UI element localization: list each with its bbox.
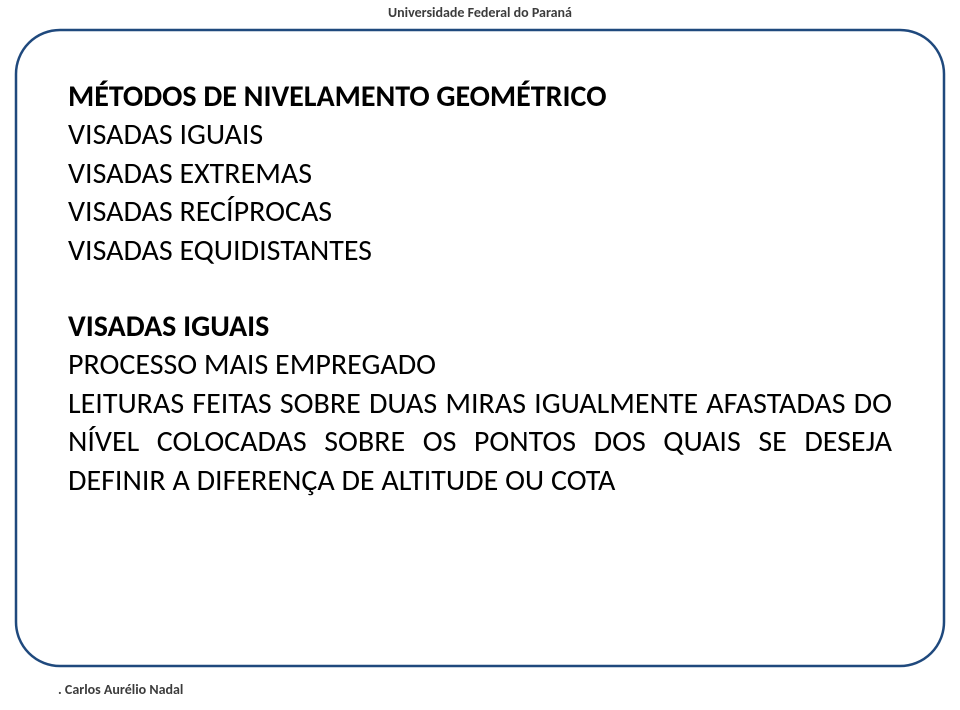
slide-title: MÉTODOS DE NIVELAMENTO GEOMÉTRICO <box>68 78 892 116</box>
list-item-2: VISADAS EXTREMAS <box>68 155 892 193</box>
list-item-1: VISADAS IGUAIS <box>68 116 892 154</box>
spacer <box>68 270 892 308</box>
list-item-4: VISADAS EQUIDISTANTES <box>68 232 892 270</box>
body-line-1: PROCESSO MAIS EMPREGADO <box>68 346 892 384</box>
slide-content: MÉTODOS DE NIVELAMENTO GEOMÉTRICO VISADA… <box>68 78 892 500</box>
body-paragraph: LEITURAS FEITAS SOBRE DUAS MIRAS IGUALME… <box>68 385 892 500</box>
section-heading: VISADAS IGUAIS <box>68 308 892 346</box>
page-footer: . Carlos Aurélio Nadal <box>58 681 183 698</box>
list-item-3: VISADAS RECÍPROCAS <box>68 193 892 231</box>
page-header: Universidade Federal do Paraná <box>0 4 960 21</box>
